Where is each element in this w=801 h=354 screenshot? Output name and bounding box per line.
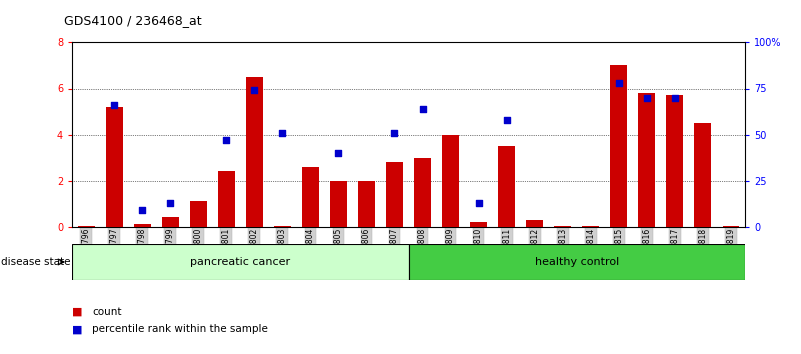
Bar — [526, 219, 543, 227]
Point — [641, 95, 654, 101]
Text: disease state: disease state — [1, 257, 70, 267]
Point — [276, 130, 289, 136]
Bar — [246, 77, 263, 227]
Text: ■: ■ — [72, 307, 83, 316]
Bar — [72, 244, 409, 280]
Bar — [414, 158, 431, 227]
Text: ■: ■ — [72, 324, 83, 334]
Bar — [274, 226, 291, 227]
Bar — [409, 244, 745, 280]
Text: healthy control: healthy control — [534, 257, 619, 267]
Point — [612, 80, 625, 86]
Point — [473, 200, 485, 205]
Point — [417, 106, 429, 112]
Bar — [470, 222, 487, 227]
Bar — [610, 65, 627, 227]
Point — [248, 87, 261, 93]
Bar — [358, 181, 375, 227]
Point — [332, 150, 345, 156]
Bar — [218, 171, 235, 227]
Bar — [554, 226, 571, 227]
Bar — [386, 162, 403, 227]
Text: percentile rank within the sample: percentile rank within the sample — [92, 324, 268, 334]
Bar — [302, 167, 319, 227]
Bar — [498, 146, 515, 227]
Point — [388, 130, 400, 136]
Point — [219, 137, 233, 143]
Point — [107, 102, 120, 108]
Bar — [330, 181, 347, 227]
Point — [136, 207, 149, 213]
Text: pancreatic cancer: pancreatic cancer — [191, 257, 291, 267]
Bar — [582, 226, 599, 227]
Text: count: count — [92, 307, 122, 316]
Bar — [638, 93, 655, 227]
Point — [668, 95, 681, 101]
Bar — [134, 224, 151, 227]
Bar — [666, 96, 683, 227]
Bar — [190, 201, 207, 227]
Bar — [78, 226, 95, 227]
Point — [500, 117, 513, 122]
Bar — [694, 123, 711, 227]
Point — [164, 200, 177, 205]
Bar — [723, 226, 739, 227]
Text: GDS4100 / 236468_at: GDS4100 / 236468_at — [64, 14, 202, 27]
Bar — [106, 107, 123, 227]
Bar — [162, 217, 179, 227]
Bar — [442, 135, 459, 227]
